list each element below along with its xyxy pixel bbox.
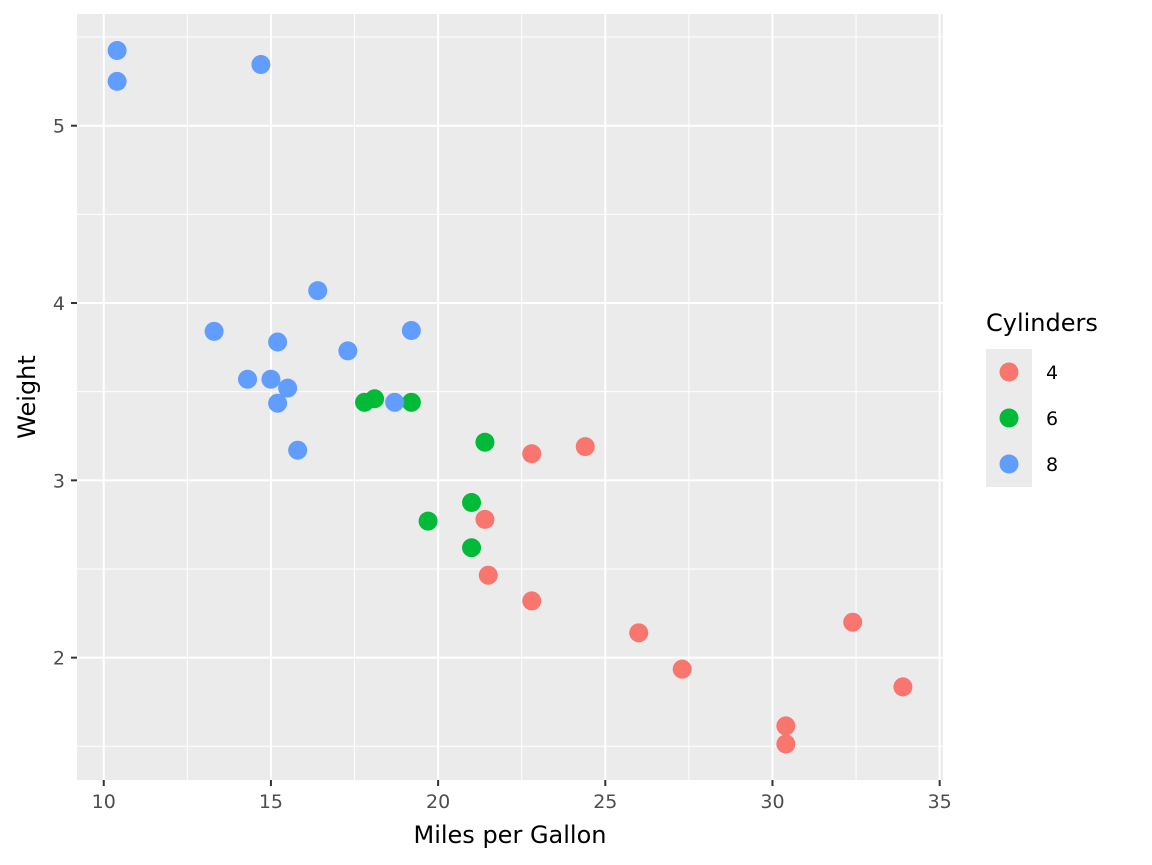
data-point-cyl-6	[418, 511, 438, 531]
data-point-cyl-6	[401, 392, 421, 412]
y-tick-label: 4	[53, 293, 65, 315]
x-tick-label: 10	[92, 791, 116, 813]
legend-key-6	[999, 408, 1019, 428]
legend-key-8	[999, 454, 1019, 474]
data-point-cyl-8	[268, 332, 288, 352]
legend-label-8: 8	[1046, 454, 1058, 476]
legend-label-4: 4	[1046, 362, 1058, 384]
data-point-cyl-8	[338, 341, 358, 361]
data-point-cyl-8	[401, 321, 421, 341]
data-point-cyl-6	[462, 493, 482, 513]
data-point-cyl-8	[385, 392, 405, 412]
data-point-cyl-6	[475, 432, 495, 452]
data-point-cyl-4	[843, 612, 863, 632]
data-point-cyl-8	[204, 321, 224, 341]
y-tick-label: 3	[53, 470, 65, 492]
data-point-cyl-4	[629, 623, 649, 643]
data-point-cyl-4	[522, 591, 542, 611]
data-point-cyl-8	[238, 369, 258, 389]
y-axis: 2 3 4 5	[53, 116, 77, 670]
x-tick-label: 20	[426, 791, 450, 813]
data-point-cyl-4	[478, 565, 498, 585]
data-point-cyl-6	[355, 392, 375, 412]
y-tick-label: 2	[53, 648, 65, 670]
legend-key-4	[999, 362, 1019, 382]
major-grid	[77, 14, 943, 780]
data-point-cyl-8	[261, 369, 281, 389]
data-point-cyl-6	[462, 538, 482, 558]
x-tick-label: 30	[760, 791, 784, 813]
data-point-cyl-8	[251, 55, 271, 75]
legend-label-6: 6	[1046, 408, 1058, 430]
x-tick-label: 15	[259, 791, 283, 813]
data-point-cyl-4	[776, 734, 796, 754]
legend-title: Cylinders	[986, 309, 1098, 337]
data-point-cyl-8	[107, 71, 127, 91]
minor-grid	[77, 14, 943, 780]
plot-panel	[77, 14, 943, 780]
data-point-cyl-4	[776, 716, 796, 736]
data-point-cyl-4	[475, 509, 495, 529]
x-axis: 10 15 20 25 30 35	[92, 780, 952, 813]
x-tick-label: 25	[593, 791, 617, 813]
data-point-cyl-4	[575, 437, 595, 457]
y-tick-label: 5	[53, 116, 65, 138]
data-point-cyl-8	[278, 378, 298, 398]
data-point-cyl-4	[522, 444, 542, 464]
data-point-cyl-8	[107, 41, 127, 61]
x-tick-label: 35	[928, 791, 952, 813]
data-point-cyl-4	[672, 659, 692, 679]
data-point-cyl-4	[893, 677, 913, 697]
data-point-cyl-8	[308, 281, 328, 301]
y-axis-title: Weight	[13, 355, 41, 439]
data-point-cyl-8	[288, 440, 308, 460]
legend: Cylinders 4 6 8	[986, 309, 1098, 487]
x-axis-title: Miles per Gallon	[414, 821, 607, 849]
data-point-cyl-8	[268, 393, 288, 413]
data-points	[107, 41, 913, 754]
